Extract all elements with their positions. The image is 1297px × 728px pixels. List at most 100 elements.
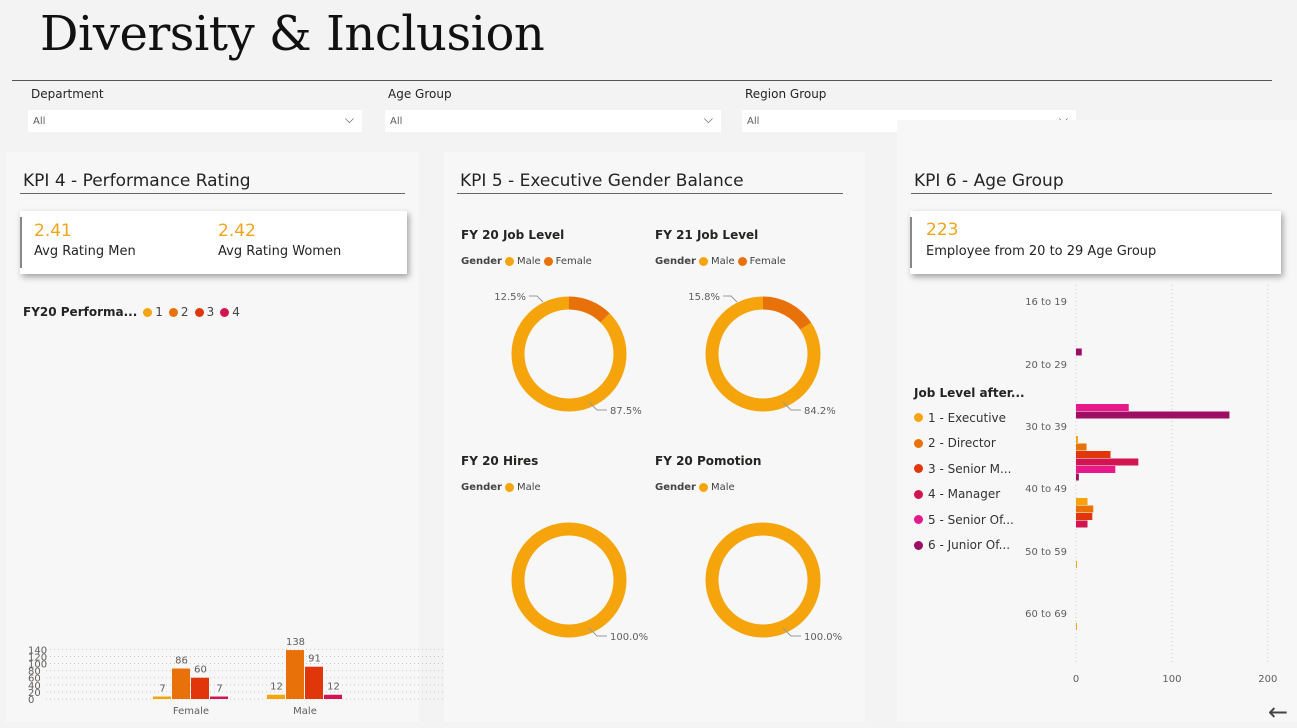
bar[interactable]	[324, 694, 342, 699]
bar[interactable]	[1076, 458, 1139, 466]
data-label: 7	[159, 684, 165, 695]
bar[interactable]	[1076, 411, 1230, 419]
x-tick-label: Female	[173, 706, 209, 717]
legend-dot	[914, 489, 923, 499]
bar[interactable]	[1076, 520, 1088, 528]
legend-dot	[143, 307, 153, 317]
data-label: 12	[270, 682, 283, 693]
kpi6-card: 223 Employee from 20 to 29 Age Group	[910, 211, 1281, 274]
legend-dot	[914, 413, 923, 423]
y-tick-label: 20 to 29	[1025, 360, 1067, 371]
x-tick-label: 200	[1258, 674, 1277, 685]
slice-label: 15.8%	[688, 292, 720, 303]
x-tick-label: 100	[1162, 674, 1181, 685]
donut-title: FY 20 Job Level	[461, 228, 565, 242]
donut-slice[interactable]	[511, 296, 627, 412]
leader-line	[529, 295, 544, 303]
slice-label: 100.0%	[610, 632, 648, 643]
legend-item-director: 2 - Director	[914, 431, 1025, 457]
slice-label: 87.5%	[610, 406, 642, 417]
avg-rating-women-value: 2.42	[218, 221, 256, 241]
bar[interactable]	[1076, 348, 1082, 356]
legend-dot-male	[504, 257, 514, 266]
y-tick-label: 60	[28, 674, 41, 685]
performance-bar-chart: 020406080100120140786607Female121389112M…	[28, 637, 446, 717]
leader-line	[588, 401, 607, 411]
data-label: 138	[286, 637, 305, 648]
y-tick-label: 50 to 59	[1025, 547, 1067, 558]
kpi4-card: 2.41 Avg Rating Men 2.42 Avg Rating Wome…	[20, 211, 407, 274]
legend-dot	[168, 307, 178, 317]
y-tick-label: 20	[28, 688, 41, 699]
card-accent	[910, 217, 912, 268]
bar[interactable]	[267, 694, 285, 699]
bar[interactable]	[1076, 623, 1077, 630]
slice-label: 100.0%	[804, 632, 842, 643]
legend-item-manager: 4 - Manager	[914, 482, 1025, 508]
bar[interactable]	[305, 666, 323, 699]
bar[interactable]	[1076, 451, 1111, 458]
department-slicer[interactable]: All ⌵	[28, 110, 362, 132]
kpi4-title: KPI 4 - Performance Rating	[23, 171, 251, 191]
data-label: 86	[175, 656, 188, 667]
legend-item-junior-officer: 6 - Junior Of...	[914, 533, 1025, 559]
department-label: Department	[31, 87, 104, 101]
bar[interactable]	[191, 677, 209, 699]
bar[interactable]	[172, 668, 190, 699]
donut-slice[interactable]	[511, 522, 627, 638]
chevron-down-icon: ⌵	[344, 112, 354, 126]
age-group-count-value: 223	[926, 220, 959, 240]
age-group-bar-chart: 0 100 200 16 to 19 20 to 29 30 to 39 40 to 49 5…	[1025, 285, 1277, 685]
bar[interactable]	[1076, 505, 1094, 513]
legend-dot	[914, 438, 923, 448]
age-group-count-label: Employee from 20 to 29 Age Group	[926, 244, 1157, 259]
bar[interactable]	[1076, 473, 1079, 481]
data-label: 60	[194, 665, 207, 676]
page-title: Diversity & Inclusion	[40, 6, 545, 62]
leader-line	[782, 627, 801, 637]
bar[interactable]	[1076, 443, 1087, 451]
legend-dot	[194, 307, 204, 317]
donut	[705, 522, 821, 638]
bar[interactable]	[1076, 561, 1077, 568]
job-level-legend: Job Level after... 1 - Executive 2 - Dir…	[914, 386, 1025, 558]
bar[interactable]	[1076, 498, 1088, 505]
leader-line	[723, 295, 738, 303]
donut-legend: Gender Male	[461, 482, 541, 493]
donut-slice[interactable]	[705, 522, 821, 638]
avg-rating-women-label: Avg Rating Women	[218, 244, 342, 259]
kpi5-title: KPI 5 - Executive Gender Balance	[460, 171, 744, 191]
bar[interactable]	[1076, 513, 1093, 520]
chevron-down-icon: ⌵	[1058, 112, 1068, 126]
donut-title: FY 20 Pomotion	[655, 454, 762, 468]
kpi6-divider	[911, 193, 1272, 194]
legend-dot-male	[698, 257, 708, 266]
legend-dot-female	[543, 257, 553, 266]
x-tick-label: Male	[293, 706, 317, 717]
chevron-down-icon: ⌵	[703, 112, 713, 126]
bar[interactable]	[286, 650, 304, 699]
region-group-value: All	[747, 116, 760, 127]
bar[interactable]	[1076, 466, 1116, 473]
legend-dot	[914, 515, 923, 525]
bar[interactable]	[153, 696, 171, 699]
legend-dot	[914, 464, 923, 474]
performance-chart-header: FY20 Performa... 1 2 3 4	[23, 305, 240, 319]
title-divider	[12, 80, 1272, 81]
department-value: All	[33, 116, 46, 127]
slice-label: 12.5%	[494, 292, 526, 303]
donut-slice[interactable]	[705, 296, 821, 412]
legend-item-senior-officer: 5 - Senior Of...	[914, 507, 1025, 533]
bar[interactable]	[1076, 404, 1129, 411]
y-tick-label: 30 to 39	[1025, 422, 1067, 433]
avg-rating-men-label: Avg Rating Men	[34, 244, 136, 259]
data-label: 91	[308, 654, 321, 665]
bar[interactable]	[1076, 436, 1078, 443]
back-arrow-icon[interactable]: ←	[1268, 698, 1289, 726]
kpi5-divider	[457, 193, 843, 194]
data-label: 12	[327, 682, 340, 693]
age-group-slicer[interactable]: All ⌵	[385, 110, 721, 132]
bar[interactable]	[210, 696, 228, 699]
donut	[705, 296, 821, 412]
age-group-value: All	[390, 116, 403, 127]
